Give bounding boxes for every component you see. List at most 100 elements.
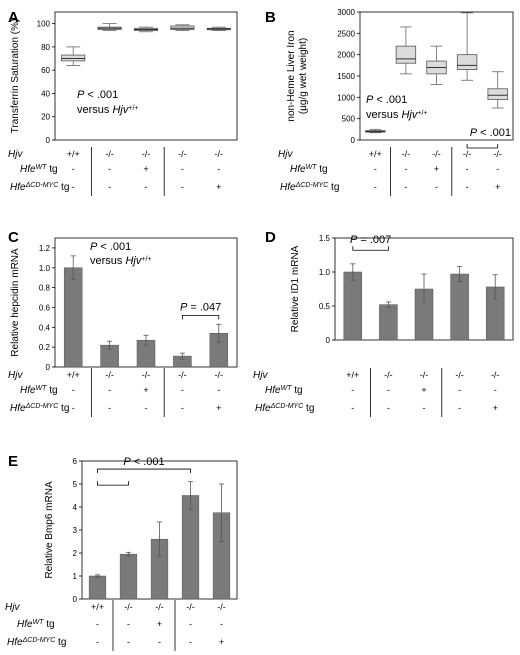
significance-bracket xyxy=(352,246,389,251)
cell-hjv: -/- xyxy=(432,149,441,159)
cell-hfe-dcd: + xyxy=(216,403,221,413)
cell-hfe-dcd: - xyxy=(351,403,354,413)
cell-hjv: -/- xyxy=(142,370,151,380)
significance-bracket xyxy=(182,315,220,320)
cell-hfe-wt: - xyxy=(108,164,111,174)
box-body xyxy=(487,88,508,100)
row-label-hfe-dcd: HfeΔCD-MYC tg xyxy=(7,637,66,649)
cell-hfe-wt: - xyxy=(404,164,407,174)
cell-hfe-wt: - xyxy=(220,619,223,629)
cell-hfe-wt: + xyxy=(143,164,148,174)
annotation-versus: versus Hjv+/+ xyxy=(77,104,138,116)
row-label-hfe-dcd: HfeΔCD-MYC tg xyxy=(10,403,69,415)
box-body xyxy=(61,54,86,62)
panel-letter-a: A xyxy=(8,9,19,26)
row-label-hfe-wt: HfeWT tg xyxy=(17,619,55,631)
y-tick-label: 0.2 xyxy=(39,343,51,352)
cell-hfe-dcd: - xyxy=(145,403,148,413)
y-tick-label: 4 xyxy=(73,503,78,512)
cell-hfe-dcd: - xyxy=(181,182,184,192)
y-tick-label: 2500 xyxy=(337,29,355,38)
cell-hjv: -/- xyxy=(491,370,500,380)
annotation-pvalue-2: P = .047 xyxy=(180,301,221,313)
cell-hjv: +/+ xyxy=(346,370,359,380)
panel-c: C 0 0.2 0.4 0.6 0.8 1.0 1.2 Relative hepcidin mR… xyxy=(8,229,238,417)
significance-bracket xyxy=(466,144,499,149)
row-label-hjv: Hjv xyxy=(5,602,20,613)
cell-hfe-dcd: - xyxy=(387,403,390,413)
annotation-pvalue: P = .007 xyxy=(350,234,391,246)
panel-letter-b: B xyxy=(265,9,276,26)
cell-hjv: -/- xyxy=(142,149,151,159)
row-label-hfe-dcd: HfeΔCD-MYC tg xyxy=(10,182,69,194)
cell-hfe-wt: - xyxy=(108,385,111,395)
cell-hfe-wt: + xyxy=(434,164,439,174)
cell-hfe-wt: - xyxy=(72,164,75,174)
cell-hfe-wt: + xyxy=(143,385,148,395)
cell-hfe-dcd: - xyxy=(435,182,438,192)
significance-bracket-2 xyxy=(97,481,129,486)
row-label-hjv: Hjv xyxy=(8,370,23,381)
y-tick-label: 80 xyxy=(41,43,50,52)
y-tick-label: 1500 xyxy=(337,72,355,81)
annotation-pvalue: P < .001 xyxy=(366,94,407,106)
y-axis-label: non-Heme Liver Iron(µg/g wet weight) xyxy=(286,30,309,121)
cell-hjv: -/- xyxy=(493,149,502,159)
row-label-hfe-wt: HfeWT tg xyxy=(290,164,328,176)
panel-d: D 0 0.5 1.0 1.5 Relative ID1 mRNA P = .007 Hjv H… xyxy=(253,229,514,417)
cell-hjv: -/- xyxy=(217,602,226,612)
cell-hfe-dcd: - xyxy=(374,182,377,192)
cell-hfe-wt: - xyxy=(96,619,99,629)
cell-hjv: +/+ xyxy=(67,370,80,380)
y-tick-label: 0 xyxy=(46,363,51,372)
box-body xyxy=(456,54,478,71)
y-axis-label: Relative hepcidin mRNA xyxy=(10,248,21,357)
cell-hjv: -/- xyxy=(215,370,224,380)
y-tick-label: 0 xyxy=(351,136,356,145)
cell-hfe-dcd: - xyxy=(127,637,130,647)
cell-hjv: -/- xyxy=(455,370,464,380)
y-axis-label: Relative ID1 mRNA xyxy=(290,245,301,332)
cell-hjv: +/+ xyxy=(91,602,104,612)
row-label-hfe-dcd: HfeΔCD-MYC tg xyxy=(280,182,339,194)
cell-hfe-dcd: - xyxy=(466,182,469,192)
panel-letter-d: D xyxy=(265,229,276,246)
y-tick-label: 2 xyxy=(73,549,78,558)
cell-hjv: -/- xyxy=(178,149,187,159)
y-tick-label: 0 xyxy=(73,595,78,604)
annotation-versus: versus Hjv+/+ xyxy=(366,109,427,121)
y-tick-label: 20 xyxy=(41,113,50,122)
cell-hjv: -/- xyxy=(155,602,164,612)
annotation-pvalue-2: P < .001 xyxy=(470,127,511,139)
y-tick-label: 0.6 xyxy=(39,303,51,312)
cell-hjv: -/- xyxy=(186,602,195,612)
cell-hfe-wt: - xyxy=(458,385,461,395)
cell-hjv: -/- xyxy=(420,370,429,380)
box-body xyxy=(395,45,417,64)
cell-hjv: -/- xyxy=(215,149,224,159)
y-tick-label: 0 xyxy=(46,136,51,145)
row-label-hfe-wt: HfeWT tg xyxy=(20,164,58,176)
plot-frame xyxy=(54,11,238,141)
cell-hfe-wt: - xyxy=(189,619,192,629)
cell-hfe-wt: - xyxy=(217,164,220,174)
row-label-hjv: Hjv xyxy=(8,149,23,160)
y-tick-label: 500 xyxy=(342,115,356,124)
cell-hfe-wt: - xyxy=(466,164,469,174)
cell-hjv: -/- xyxy=(402,149,411,159)
cell-hfe-dcd: - xyxy=(145,182,148,192)
row-label-hfe-wt: HfeWT tg xyxy=(265,385,303,397)
cell-hfe-dcd: + xyxy=(493,403,498,413)
panel-letter-c: C xyxy=(8,229,19,246)
y-tick-label: 0.8 xyxy=(39,284,51,293)
y-tick-label: 0.4 xyxy=(39,323,51,332)
cell-hfe-dcd: - xyxy=(404,182,407,192)
y-tick-label: 3 xyxy=(73,526,78,535)
panel-letter-e: E xyxy=(8,453,18,470)
y-tick-label: 1.0 xyxy=(39,264,51,273)
box-body xyxy=(170,25,195,30)
cell-hfe-dcd: + xyxy=(495,182,500,192)
y-tick-label: 6 xyxy=(73,457,78,466)
cell-hfe-wt: - xyxy=(351,385,354,395)
cell-hfe-wt: - xyxy=(72,385,75,395)
